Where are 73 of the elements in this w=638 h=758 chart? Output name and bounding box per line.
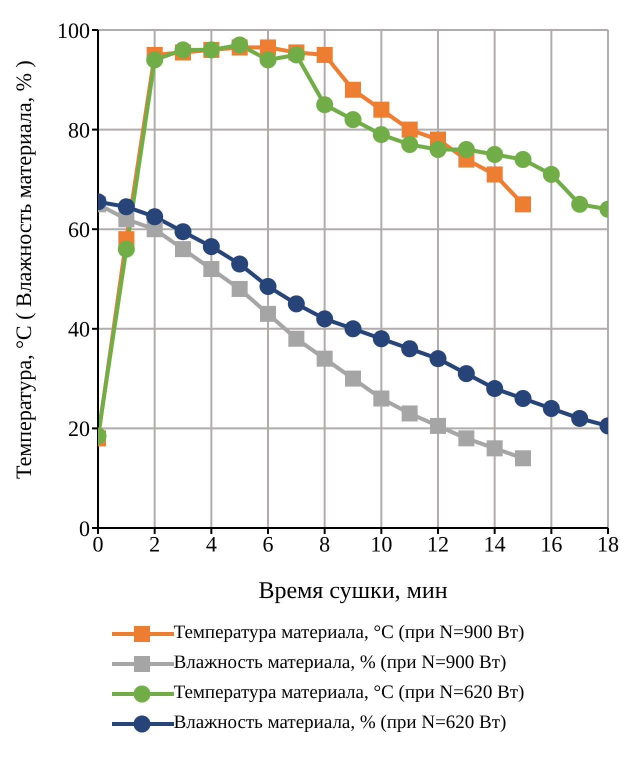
point: [288, 330, 304, 347]
point: [372, 330, 390, 348]
x-tick-label: 10: [370, 532, 392, 557]
point: [542, 166, 560, 183]
legend-label: Температура материала, °C (при N=900 Вт): [174, 622, 524, 643]
point: [486, 146, 504, 163]
x-tick-label: 8: [319, 532, 330, 557]
point: [486, 166, 503, 182]
point: [260, 278, 276, 295]
x-tick-label: 2: [149, 532, 160, 557]
point: [232, 280, 248, 297]
x-tick-label: 14: [484, 532, 506, 557]
x-tick-label: 16: [540, 532, 562, 557]
point: [514, 150, 532, 168]
point: [174, 41, 192, 58]
point: [231, 36, 248, 54]
point: [118, 240, 135, 258]
legend-label: Температура материала, °C (при N=620 Вт): [174, 682, 524, 703]
point: [175, 241, 191, 258]
x-tick-label: 18: [597, 532, 619, 557]
point: [401, 340, 418, 358]
point: [458, 430, 474, 446]
point: [316, 46, 333, 63]
point: [402, 122, 418, 138]
point: [345, 370, 361, 387]
legend-label: Влажность материала, % (при N=620 Вт): [174, 712, 506, 733]
point: [344, 320, 362, 338]
point: [571, 196, 588, 213]
x-tick-label: 4: [206, 532, 217, 557]
point: [146, 51, 164, 68]
x-tick-label: 12: [427, 532, 449, 557]
point: [542, 400, 560, 417]
point: [430, 141, 446, 158]
point: [316, 310, 334, 328]
point: [202, 238, 220, 256]
point: [260, 51, 276, 68]
point: [260, 306, 276, 322]
point: [118, 198, 135, 216]
y-axis-title: Температура, °C ( Влажность материала, % ): [10, 60, 36, 479]
point: [571, 410, 588, 427]
point: [146, 208, 164, 226]
point: [458, 365, 475, 382]
point: [486, 440, 503, 456]
y-tick-label: 20: [68, 416, 90, 442]
y-tick-label: 40: [68, 316, 90, 342]
point: [515, 196, 531, 212]
legend-label: Влажность материала, % (при N=900 Вт): [174, 652, 506, 673]
point: [203, 261, 220, 278]
y-tick-label: 100: [57, 18, 90, 43]
point: [515, 450, 531, 466]
point: [401, 136, 418, 154]
x-tick-label: 6: [262, 532, 274, 557]
point: [344, 111, 362, 128]
x-axis-title: Время сушки, мин: [258, 578, 448, 604]
point: [372, 126, 390, 144]
point: [430, 418, 446, 434]
point: [402, 405, 418, 422]
point: [288, 295, 305, 312]
point: [288, 46, 305, 64]
point: [486, 380, 504, 398]
point: [316, 350, 333, 367]
y-tick-label: 60: [68, 217, 90, 242]
y-tick-label: 0: [79, 516, 90, 541]
y-tick-label: 80: [68, 117, 90, 142]
point: [231, 256, 248, 273]
point: [430, 350, 446, 368]
point: [373, 390, 390, 407]
point: [373, 102, 390, 118]
point: [316, 96, 334, 114]
point: [458, 141, 475, 158]
point: [345, 82, 361, 98]
point: [174, 223, 192, 240]
point: [514, 390, 532, 408]
